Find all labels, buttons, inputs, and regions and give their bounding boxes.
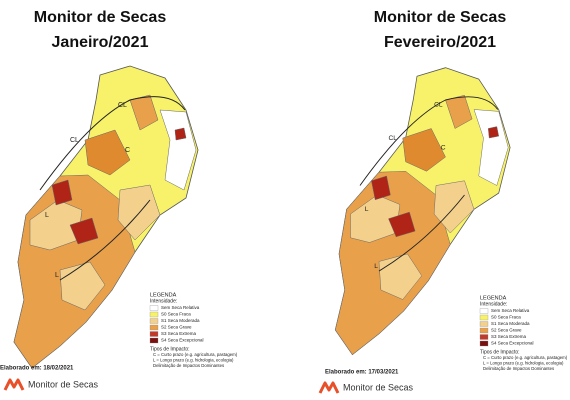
legend-label: S2 Seca Grave <box>161 325 192 330</box>
legend-swatch <box>149 305 159 311</box>
map-region <box>84 129 131 176</box>
map-region <box>51 179 73 206</box>
map-label: L <box>45 212 49 219</box>
map-region <box>371 175 391 201</box>
legend-label: S0 Seca Fraca <box>161 312 191 317</box>
legend-subtitle: Intensidade: <box>480 301 507 307</box>
legend-label: Sem Seca Relativa <box>491 308 530 313</box>
legend-label: S4 Seca Excepcional <box>161 338 204 343</box>
panel: Monitor de SecasFevereiro/2021CLCLCLLLEG… <box>318 9 568 394</box>
legend-label: S4 Seca Excepcional <box>491 341 534 346</box>
legend-swatch <box>479 321 489 327</box>
panel-title: Fevereiro/2021 <box>384 34 496 51</box>
map-region <box>445 94 473 129</box>
map-label: L <box>374 263 378 270</box>
legend-label: Delimitação de Impactos Dominantes <box>153 363 224 368</box>
legend-label: S1 Seca Moderada <box>161 318 200 323</box>
map-label: C <box>441 144 446 151</box>
map-region <box>129 94 159 131</box>
legend-title: LEGENDA <box>150 292 177 298</box>
map-region <box>487 126 499 139</box>
legend-label: S3 Seca Extrema <box>491 334 527 339</box>
legend-title: LEGENDA <box>480 295 507 301</box>
legend-label: L = Longo prazo (e.g. hidrologia, ecolog… <box>153 358 234 363</box>
map-region <box>69 217 99 245</box>
legend-label: S2 Seca Grave <box>491 328 522 333</box>
legend-swatch <box>479 334 489 340</box>
map-region <box>174 127 187 141</box>
panel-title: Janeiro/2021 <box>52 34 149 51</box>
map-label: CL <box>118 102 127 109</box>
legend-swatch <box>149 318 159 324</box>
legend-swatch <box>149 324 159 331</box>
map-label: C <box>125 147 130 154</box>
panel-title: Monitor de Secas <box>374 9 507 26</box>
legend-subtitle: Tipos de Impacto: <box>480 349 520 355</box>
legend-label: S3 Seca Extrema <box>161 331 197 336</box>
logo-icon <box>318 381 340 394</box>
map-label: L <box>365 206 369 213</box>
legend-label: C = Curto prazo (e.g. agricultura, pasta… <box>483 355 568 360</box>
impact-line <box>359 96 499 272</box>
legend-swatch <box>479 340 489 347</box>
map-label: CL <box>389 135 398 142</box>
legend-label: Delimitação de Impactos Dominantes <box>483 366 554 371</box>
content: Monitor de SecasJaneiro/2021CLCLCLLLEGEN… <box>0 9 568 394</box>
logo-text: Monitor de Secas <box>28 379 99 389</box>
date-label: Elaborado em: 17/03/2021 <box>325 370 399 376</box>
impact-line <box>39 96 186 281</box>
legend-swatch <box>149 311 159 318</box>
panel: Monitor de SecasJaneiro/2021CLCLCLLLEGEN… <box>0 9 238 391</box>
legend-swatch <box>479 314 489 321</box>
map-region <box>473 109 509 186</box>
map-label: CL <box>434 102 443 109</box>
map-region <box>388 211 416 238</box>
legend-subtitle: Tipos de Impacto: <box>150 346 190 352</box>
legend-swatch <box>479 308 489 314</box>
legend-swatch <box>149 331 159 337</box>
map-region <box>159 109 197 191</box>
legend-subtitle: Intensidade: <box>150 298 177 304</box>
legend-swatch <box>149 337 159 344</box>
legend-label: C = Curto prazo (e.g. agricultura, pasta… <box>153 352 238 357</box>
logo-text: Monitor de Secas <box>343 382 414 392</box>
legend-label: S0 Seca Fraca <box>491 315 521 320</box>
legend-label: L = Longo prazo (e.g. hidrologia, ecolog… <box>483 361 564 366</box>
legend-label: S1 Seca Moderada <box>491 321 530 326</box>
legend-swatch <box>479 327 489 334</box>
map-label: CL <box>70 137 79 144</box>
date-label: Elaborado em: 18/02/2021 <box>0 366 74 372</box>
legend-label: Sem Seca Relativa <box>161 305 200 310</box>
logo-icon <box>3 378 25 391</box>
panel-title: Monitor de Secas <box>34 9 167 26</box>
map-region <box>402 128 446 172</box>
map-label: L <box>55 272 59 279</box>
